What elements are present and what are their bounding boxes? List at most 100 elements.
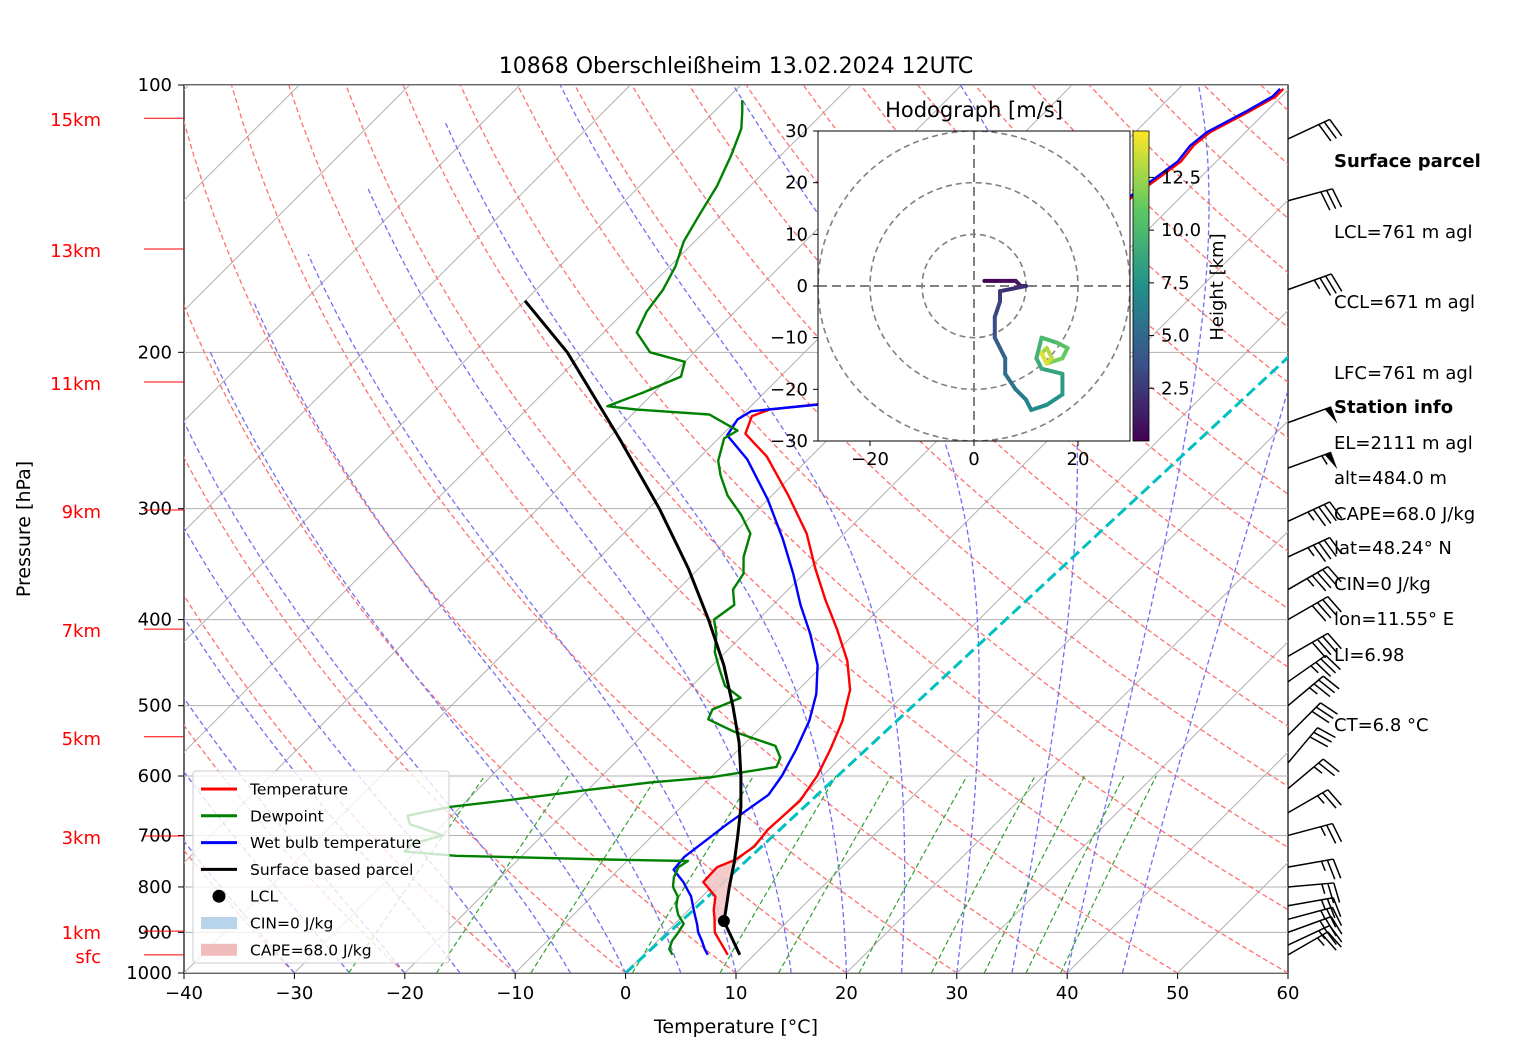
wind-barb-full [1325, 824, 1337, 844]
wind-barb-full [1322, 599, 1337, 616]
hodograph-colorbar-label: Height [km] [1207, 233, 1228, 340]
isotherm-gridline [956, 641, 1288, 973]
x-tick-label: −30 [275, 983, 313, 1004]
wind-barb-full [1332, 858, 1342, 879]
wind-barb-full [1332, 897, 1342, 918]
wind-barb-staff [1287, 702, 1322, 736]
wind-barb-full [1331, 907, 1343, 927]
wind-barb-half [1307, 511, 1315, 521]
height-label: sfc [75, 947, 101, 968]
isotherm-gridline [514, 199, 1288, 973]
hodograph-x-tick-label: 0 [968, 449, 979, 470]
wind-barb-full [1315, 706, 1334, 720]
surface-parcel-line: LFC=761 m agl [1334, 362, 1473, 384]
wind-barb [1287, 858, 1342, 880]
wind-barb-full [1322, 635, 1337, 653]
wind-barb-full [1315, 661, 1332, 677]
wind-barb-full [1322, 569, 1337, 586]
hodograph-segment [992, 299, 1002, 319]
wind-barb-full [1327, 883, 1335, 904]
wind-barb-full [1311, 710, 1330, 724]
wind-barb-full [1327, 789, 1342, 806]
wind-barb-staff [1287, 924, 1331, 946]
wind-barb-staff [1287, 188, 1333, 202]
wind-barb-full [1333, 882, 1341, 903]
wind-barb-full [1326, 859, 1336, 880]
hodograph-segment [998, 284, 1028, 294]
wind-barb [1287, 406, 1338, 424]
wind-barb-full [1325, 190, 1337, 209]
wind-barb-staff [1287, 858, 1334, 868]
wind-barb-staff [1287, 675, 1324, 707]
wind-barb [1287, 632, 1342, 659]
dry-adiabat [459, 85, 1288, 911]
wind-barb-staff [1287, 897, 1334, 907]
wind-barb [1287, 675, 1340, 707]
height-label: 9km [62, 502, 101, 523]
hodograph-y-tick-label: 20 [785, 173, 808, 194]
wind-barb-full [1327, 566, 1342, 583]
hodograph-colorbar [1132, 130, 1150, 442]
wind-barb-full [1325, 908, 1337, 928]
dry-adiabat [184, 303, 737, 973]
moist-adiabat [1066, 85, 1210, 973]
height-label: 5km [62, 729, 101, 750]
hodograph-y-tick-label: 30 [785, 121, 808, 142]
mixing-ratio-line [530, 775, 659, 973]
wind-barb-half [1321, 883, 1326, 894]
wind-barb [1287, 451, 1338, 470]
wind-barb-full [1330, 916, 1343, 935]
dry-adiabat [288, 85, 1068, 973]
y-tick-label: 800 [138, 877, 172, 898]
mixing-ratio-line [777, 775, 892, 973]
wind-barb [1287, 906, 1343, 928]
wind-barb [1287, 273, 1343, 296]
station-info-line: alt=484.0 m [1334, 467, 1447, 489]
surface-parcel-line: LI=6.98 [1334, 644, 1405, 666]
wind-barb-staff [1287, 882, 1334, 888]
wind-barb [1287, 118, 1343, 142]
hodograph-y-tick-label: −10 [770, 328, 808, 349]
wind-barb [1287, 595, 1342, 622]
wind-barb-full [1312, 509, 1327, 527]
legend-item-cin-0-j-kg-swatch [201, 917, 237, 929]
wind-barb-flag [1324, 452, 1338, 470]
wind-barb-full [1329, 501, 1343, 519]
height-label: 7km [62, 621, 101, 642]
colorbar-tick-label: 12.5 [1161, 167, 1201, 188]
moist-adiabat [444, 121, 848, 973]
dry-adiabat [230, 85, 958, 973]
surface-parcel-heading: Surface parcel [1334, 151, 1481, 172]
wind-barb [1287, 789, 1342, 814]
y-tick-label: 200 [138, 342, 172, 363]
height-label: 11km [50, 374, 101, 395]
wind-barb-full [1324, 275, 1337, 294]
wind-barb-full [1323, 121, 1337, 139]
dry-adiabat [860, 85, 1288, 496]
wind-barb-full [1327, 596, 1342, 613]
wind-barb [1287, 565, 1342, 592]
wind-barb-full [1316, 602, 1332, 619]
hodograph-segment [1034, 335, 1044, 361]
wind-barb-staff [1287, 595, 1329, 621]
hodograph-segment [1044, 392, 1065, 407]
chart-title: 10868 Oberschleißheim 13.02.2024 12UTC [499, 54, 974, 79]
mixing-ratio-line [983, 775, 1086, 973]
mixing-ratio-line [930, 775, 1036, 973]
wind-barb-half [1313, 766, 1323, 774]
wind-barb [1287, 924, 1343, 946]
x-tick-label: 40 [1056, 983, 1079, 1004]
legend-item-cin-0-j-kg: CIN=0 J/kg [250, 915, 333, 933]
wind-barb-staff [1287, 727, 1319, 764]
colorbar-tick-label: 5.0 [1161, 326, 1190, 347]
wind-barb-full [1320, 658, 1337, 674]
wind-barb-full [1318, 542, 1332, 560]
y-tick-label: 1000 [126, 963, 172, 984]
wind-barb-half [1318, 930, 1326, 940]
wind-barb-full [1330, 273, 1343, 292]
legend-item-temperature: Temperature [249, 781, 348, 799]
hodograph-y-tick-label: 0 [797, 276, 808, 297]
y-tick-label: 400 [138, 610, 172, 631]
hodograph-y-tick-label: −20 [770, 379, 808, 400]
wind-barb-staff [1287, 118, 1331, 140]
